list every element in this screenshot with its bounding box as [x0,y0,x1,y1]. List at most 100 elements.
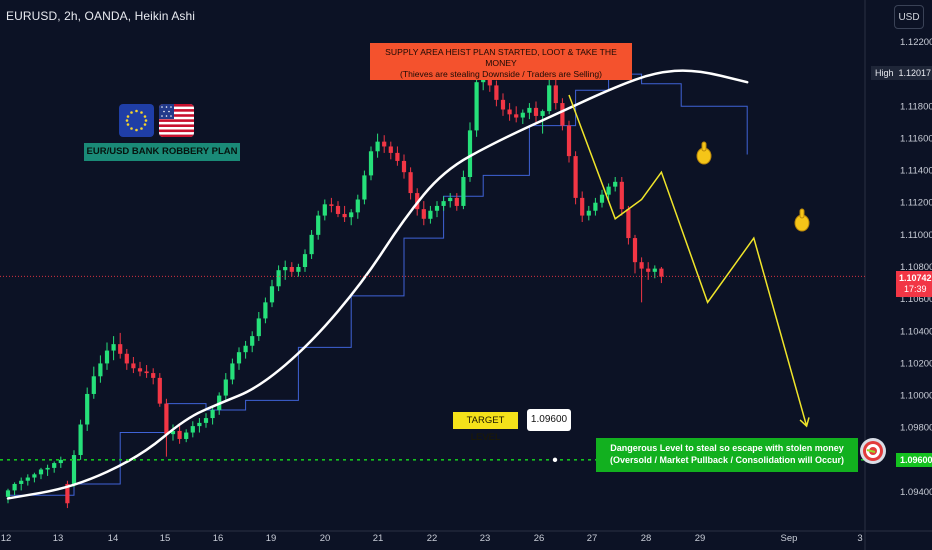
bull-candle [5,490,11,497]
bull-candle [283,267,288,271]
bull-candle [302,254,308,267]
projection-path [568,94,808,427]
bear-candle [157,377,162,404]
bear-candle [144,371,149,374]
bull-candle [71,455,77,484]
bull-candle [322,204,327,216]
bull-candle [230,363,235,380]
bull-candle [593,202,598,211]
bull-candle [461,177,466,206]
bull-candle [104,350,110,364]
price-tick-label: 1.10400 [900,326,932,337]
bull-candle [276,270,281,287]
bear-candle [626,209,631,239]
price-tick-label: 1.10200 [900,358,932,369]
bear-candle [335,205,341,214]
time-tick-label: Sep [781,533,798,544]
bear-candle [494,85,499,100]
time-tick-label: 21 [373,533,384,544]
plan-label: EUR/USD BANK ROBBERY PLAN [84,143,240,161]
bull-candle [197,422,202,427]
eu-flag-icon [119,104,154,137]
bear-candle [401,160,407,173]
danger-level-note: Dangerous Level to steal so escape with … [596,438,858,472]
bear-candle [533,107,539,116]
price-tick-label: 1.12200 [900,37,932,48]
time-tick-label: 13 [53,533,64,544]
bull-candle [652,268,657,272]
supply-note-line1: SUPPLY AREA HEIST PLAN STARTED, LOOT & T… [385,47,617,68]
bull-candle [441,201,446,206]
bear-candle [177,430,182,439]
bear-candle [421,209,426,219]
time-tick-label: 15 [160,533,171,544]
bear-candle [514,114,519,118]
time-tick-label: 26 [534,533,545,544]
bull-candle [448,197,453,202]
price-tick-label: 1.11600 [900,133,932,144]
us-flag-icon [159,104,194,137]
bull-candle [38,469,44,475]
bull-candle [223,379,228,396]
bull-candle [263,302,268,319]
currency-button[interactable]: USD [894,5,924,29]
time-tick-label: 23 [480,533,491,544]
bear-candle [388,146,393,153]
bear-candle [566,125,572,157]
time-tick-label: 16 [213,533,224,544]
target-bullseye-icon [860,438,886,464]
bull-candle [170,430,176,435]
bear-candle [329,204,334,206]
bear-candle [131,363,136,369]
pointing-hand-icon [696,141,712,165]
bull-candle [362,175,367,200]
time-tick-label: 22 [427,533,438,544]
bull-candle [45,467,50,470]
current-price-value: 1.10742 [899,273,932,283]
bull-candle [256,318,261,337]
bear-candle [553,85,558,104]
bull-candle [467,130,473,177]
price-tick-label: 1.10600 [900,294,932,305]
supply-note-line2: (Thieves are stealing Downside / Traders… [399,69,603,79]
bull-candle [58,459,63,464]
bear-candle [137,368,143,372]
bear-candle [454,197,459,206]
time-tick-label: 20 [320,533,331,544]
bull-candle [269,286,275,303]
bear-candle [646,268,651,272]
danger-note-line2: (Oversold / Market Pullback / Consolidat… [609,455,845,465]
bull-candle [613,181,618,187]
high-label: High [875,68,894,78]
target-level-label: TARGET LEVEL [453,412,518,443]
time-tick-label: 28 [641,533,652,544]
bull-candle [203,418,209,423]
bear-candle [573,156,578,198]
bull-candle [520,112,525,118]
bull-candle [98,363,103,377]
price-tick-label: 1.10800 [900,262,932,273]
bull-candle [210,410,215,419]
bull-candle [85,393,90,425]
bear-candle [500,99,506,110]
bear-candle [382,141,387,147]
high-price-tag: High 1.12017 [871,66,932,80]
bull-candle [12,483,17,491]
bull-candle [349,212,354,218]
bear-candle [395,152,400,161]
bull-candle [250,336,255,346]
bull-candle [434,205,440,211]
time-tick-label: 29 [695,533,706,544]
time-tick-label: 27 [587,533,598,544]
bear-candle [342,213,347,218]
time-tick-label: 12 [1,533,12,544]
supply-area-note: SUPPLY AREA HEIST PLAN STARTED, LOOT & T… [370,43,632,80]
bear-candle [632,238,638,263]
pointing-hand-icon [794,208,810,232]
bull-candle [540,111,545,116]
bull-candle [316,215,321,235]
price-tick-label: 1.09400 [900,487,932,498]
bear-candle [619,181,624,210]
ema-line [6,69,749,500]
